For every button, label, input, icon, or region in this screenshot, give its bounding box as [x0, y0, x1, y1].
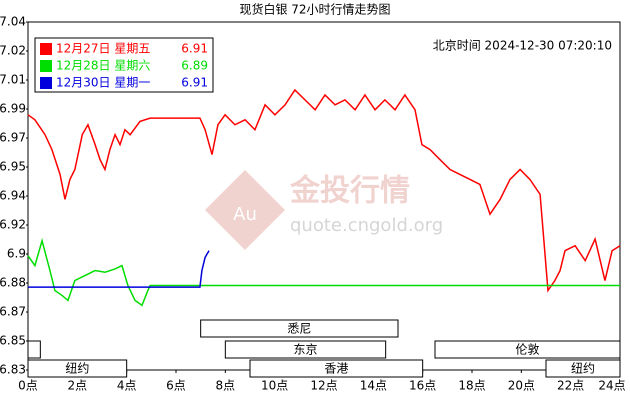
x-tick-label: 14点 — [360, 379, 387, 393]
series-line — [27, 88, 621, 293]
session-label: 悉尼 — [287, 322, 311, 336]
y-tick-label: 6.92 — [0, 218, 26, 232]
session-label: 纽约 — [571, 361, 595, 376]
legend-label: 12月30日 星期一 — [56, 76, 150, 90]
x-tick-label: 22点 — [557, 379, 584, 393]
session-label: 香港 — [324, 362, 348, 376]
legend-swatch — [40, 60, 52, 72]
y-tick-label: 6.88 — [0, 276, 26, 290]
session-label: 纽约 — [65, 361, 89, 376]
legend-swatch — [40, 43, 52, 55]
session-box — [224, 340, 387, 359]
watermark-brand: 金投行情 — [289, 174, 410, 209]
session-box — [27, 359, 128, 378]
series-line — [27, 237, 620, 307]
session-box — [200, 319, 399, 338]
session-box — [249, 359, 424, 378]
x-tick-label: 12点 — [310, 379, 337, 393]
y-tick-label: 6.85 — [0, 334, 26, 348]
y-tick-label: 6.95 — [0, 160, 26, 174]
session-box — [434, 340, 621, 359]
x-tick-label: 20点 — [508, 379, 535, 393]
x-tick-label: 2点 — [68, 379, 88, 393]
y-tick-label: 6.87 — [0, 305, 26, 319]
session-box — [27, 340, 41, 359]
x-tick-label: 4点 — [117, 379, 137, 393]
x-tick-label: 16点 — [409, 379, 436, 393]
x-tick-label: 10点 — [261, 379, 288, 393]
session-label: 伦敦 — [515, 342, 539, 357]
y-tick-label: 7.02 — [0, 44, 26, 58]
y-tick-label: 6.83 — [0, 363, 26, 377]
session-label: 东京 — [293, 343, 317, 357]
y-tick-label: 7.04 — [0, 15, 26, 29]
legend — [34, 37, 214, 93]
legend-label: 12月28日 星期六 — [56, 59, 150, 73]
watermark: Au 金投行情 quote.cngold.org — [205, 170, 443, 250]
legend-value: 6.91 — [181, 42, 208, 56]
y-tick-label: 6.9 — [7, 247, 26, 261]
session-box — [545, 359, 621, 378]
x-tick-label: 8点 — [216, 379, 236, 393]
x-tick-label: 18点 — [458, 379, 485, 393]
watermark-logo-shape — [205, 170, 285, 250]
legend-value: 6.89 — [181, 59, 208, 73]
series-line — [28, 250, 210, 288]
timestamp: 北京时间 2024-12-30 07:20:10 — [433, 39, 612, 53]
y-tick-label: 7.01 — [0, 73, 26, 87]
y-tick-label: 6.97 — [0, 131, 26, 145]
x-tick-label: 0点 — [18, 379, 38, 393]
x-tick-label: 24点 — [598, 379, 625, 393]
watermark-url: quote.cngold.org — [290, 215, 443, 236]
legend-swatch — [40, 77, 52, 89]
x-tick-label: 6点 — [166, 379, 186, 393]
y-tick-label: 6.99 — [0, 102, 26, 116]
legend-value: 6.91 — [181, 76, 208, 90]
chart-title: 现货白银 72小时行情走势图 — [239, 2, 390, 17]
watermark-logo: Au — [233, 204, 257, 225]
legend-label: 12月27日 星期五 — [56, 42, 150, 56]
y-tick-label: 6.94 — [0, 189, 26, 203]
